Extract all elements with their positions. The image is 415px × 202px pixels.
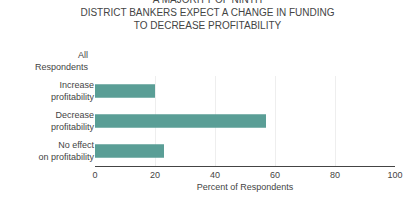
svg-text:No effecton profitability: No effecton profitability bbox=[38, 140, 94, 162]
svg-text:40: 40 bbox=[210, 170, 220, 180]
svg-text:A MAJORITY OF NINTHDISTRICT BA: A MAJORITY OF NINTHDISTRICT BANKERS EXPE… bbox=[80, 0, 334, 31]
svg-text:0: 0 bbox=[92, 170, 97, 180]
svg-text:20: 20 bbox=[150, 170, 160, 180]
svg-text:Percent of Respondents: Percent of Respondents bbox=[197, 182, 294, 192]
svg-text:Increaseprofitability: Increaseprofitability bbox=[51, 80, 95, 102]
svg-text:60: 60 bbox=[270, 170, 280, 180]
svg-text:AllRespondents: AllRespondents bbox=[35, 50, 89, 72]
svg-text:80: 80 bbox=[330, 170, 340, 180]
svg-text:Decreaseprofitability: Decreaseprofitability bbox=[51, 110, 95, 132]
svg-text:100: 100 bbox=[387, 170, 402, 180]
